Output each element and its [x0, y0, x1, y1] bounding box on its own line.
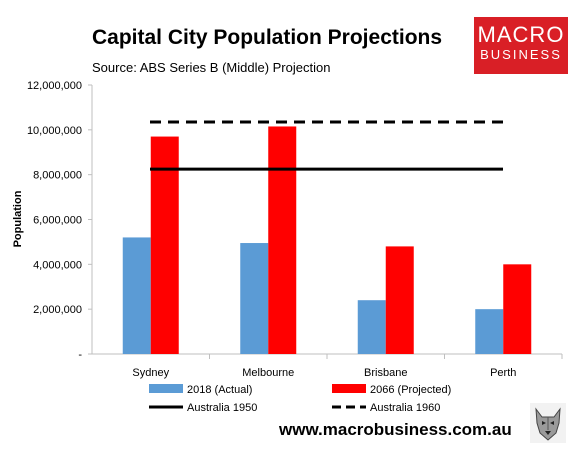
bar-2018-actual-sydney — [122, 237, 151, 354]
chart-legend: 2018 (Actual) 2066 (Projected) Australia 1… — [149, 384, 451, 414]
macrobusiness-logo: MACRO BUSINESS — [474, 17, 568, 74]
chart-subtitle: Source: ABS Series B (Middle) Projection — [92, 60, 331, 75]
y-tick-label: 8,000,000 — [33, 170, 82, 182]
y-tick-label: - — [78, 349, 82, 361]
chart-bars — [122, 126, 532, 355]
x-tick-label: Brisbane — [364, 367, 407, 379]
legend-swatch — [149, 384, 183, 393]
legend-label: 2018 (Actual) — [187, 384, 252, 396]
logo-line-1: MACRO — [477, 22, 565, 47]
chart-title: Capital City Population Projections — [92, 26, 443, 49]
website-url[interactable]: www.macrobusiness.com.au — [279, 420, 512, 439]
x-tick-label: Sydney — [132, 367, 169, 379]
x-tick-label: Melbourne — [242, 367, 294, 379]
wolf-head-icon — [530, 403, 566, 443]
y-tick-label: 6,000,000 — [33, 215, 82, 227]
bar-2066-projected-melbourne — [268, 126, 297, 355]
bar-2066-projected-sydney — [150, 136, 179, 354]
bar-2066-projected-perth — [503, 264, 532, 354]
y-tick-label: 12,000,000 — [27, 80, 82, 92]
chart-axes: - 2,000,000 4,000,000 6,000,000 8,000,000 10,… — [12, 80, 563, 379]
logo-line-2: BUSINESS — [480, 47, 562, 62]
chart-reference-lines — [150, 120, 503, 171]
bar-2018-actual-melbourne — [240, 243, 269, 354]
legend-label: Australia 1950 — [187, 402, 257, 414]
x-tick-label: Perth — [490, 367, 516, 379]
bar-2018-actual-brisbane — [357, 300, 386, 354]
legend-label: Australia 1960 — [370, 402, 440, 414]
bar-2018-actual-perth — [475, 309, 504, 354]
legend-swatch — [332, 384, 366, 393]
y-tick-label: 10,000,000 — [27, 125, 82, 137]
y-tick-label: 4,000,000 — [33, 259, 82, 271]
y-tick-label: 2,000,000 — [33, 304, 82, 316]
legend-label: 2066 (Projected) — [370, 384, 451, 396]
y-axis-title: Population — [12, 190, 24, 247]
bar-2066-projected-brisbane — [385, 246, 414, 354]
